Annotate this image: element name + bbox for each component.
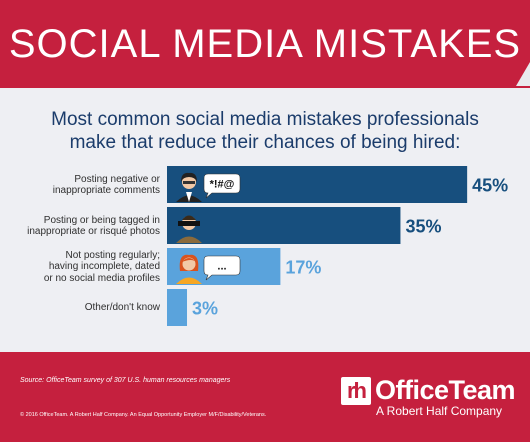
- chart-subtitle: Most common social media mistakes profes…: [20, 108, 510, 154]
- page-title: SOCIAL MEDIA MISTAKES: [8, 22, 522, 66]
- speech-bubble: [203, 255, 241, 281]
- legal-note: © 2016 OfficeTeam. A Robert Half Company…: [20, 412, 267, 418]
- category-label-line: Posting negative or: [74, 173, 160, 185]
- category-label-line: Not posting regularly;: [65, 249, 161, 261]
- category-label-1: Posting negative or inappropriate comment…: [10, 174, 160, 197]
- page-curl-decoration: [516, 62, 530, 86]
- value-label-4: 3%: [192, 299, 218, 319]
- title-banner: SOCIAL MEDIA MISTAKES: [0, 0, 530, 88]
- brand-tagline: A Robert Half Company: [376, 404, 503, 418]
- value-label-2: 35%: [405, 217, 441, 237]
- person-icon: [176, 254, 202, 284]
- person-icon: [176, 215, 202, 243]
- value-label-3: 17%: [285, 258, 321, 278]
- category-label-line: or no social media profiles: [43, 272, 160, 284]
- value-label-1: 45%: [472, 176, 508, 196]
- officeteam-logo-mark: rh: [341, 377, 371, 405]
- subtitle-line-2: make that reduce their chances of being …: [69, 132, 461, 153]
- category-label-3: Not posting regularly; having incomplete,…: [10, 250, 160, 285]
- category-label-line: Other/don't know: [84, 302, 160, 314]
- brand-name: OfficeTeam: [375, 375, 516, 405]
- person-icon: [176, 172, 202, 202]
- speech-bubble: [203, 173, 241, 199]
- category-label-line: inappropriate or risqué photos: [27, 226, 160, 237]
- category-label-4: Other/don't know: [10, 302, 160, 314]
- category-label-line: Posting or being tagged in: [43, 214, 160, 226]
- category-label-2: Posting or being tagged in inappropriate …: [10, 215, 160, 238]
- subtitle-line-1: Most common social media mistakes profes…: [51, 109, 479, 130]
- source-note: Source: OfficeTeam survey of 307 U.S. hu…: [20, 377, 231, 384]
- footer-banner: [0, 352, 530, 442]
- category-label-line: inappropriate comments: [52, 185, 160, 196]
- bar-4: [167, 289, 188, 326]
- logo-mark-text: rh: [347, 378, 367, 403]
- speech-bubble-text: ...: [217, 261, 226, 273]
- bar-2: [167, 207, 401, 244]
- speech-bubble-text: *!#@: [210, 179, 235, 191]
- category-label-line: having incomplete, dated: [48, 261, 160, 273]
